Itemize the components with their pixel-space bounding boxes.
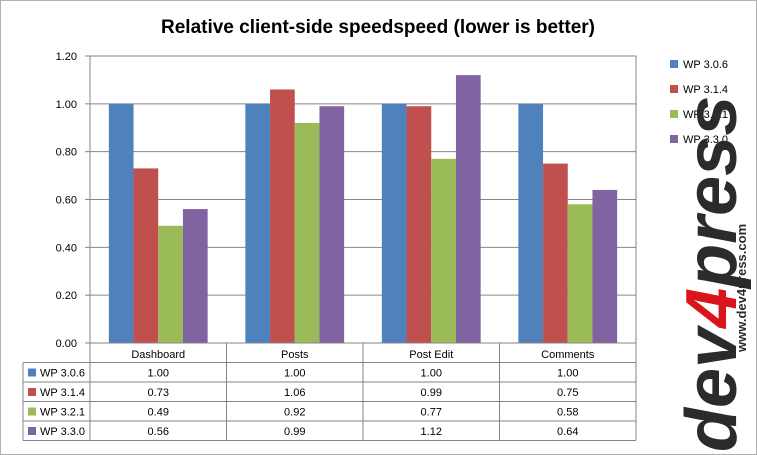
table-legend-key [28, 427, 36, 435]
category-label: Posts [281, 349, 309, 361]
bar [406, 106, 432, 343]
data-label: 0.64 [557, 426, 578, 438]
bar [455, 75, 481, 343]
bar [294, 122, 320, 343]
table-series-name: WP 3.2.1 [40, 407, 85, 419]
data-label: 1.06 [284, 387, 305, 399]
y-tick-label: 0.80 [56, 147, 77, 159]
bar [182, 209, 208, 343]
data-label: 1.00 [557, 368, 578, 380]
legend-key [670, 135, 678, 143]
data-label: 0.56 [148, 426, 169, 438]
legend-key [670, 60, 678, 68]
logo-text-dev: dev4press [672, 96, 752, 452]
table-series-name: WP 3.3.0 [40, 426, 85, 438]
bar [381, 103, 407, 343]
legend-label: WP 3.2.1 [683, 109, 728, 121]
bars [108, 75, 618, 343]
logo-url: www.dev4press.com [734, 224, 749, 353]
bar [158, 225, 183, 343]
y-tick-label: 0.20 [56, 290, 77, 302]
bar [543, 163, 568, 343]
table-series-name: WP 3.1.4 [40, 387, 85, 399]
category-label: Comments [541, 349, 595, 361]
data-label: 0.77 [421, 407, 442, 419]
data-label: 0.49 [148, 407, 169, 419]
legend-key [670, 85, 678, 93]
data-label: 1.00 [148, 368, 169, 380]
category-label: Dashboard [131, 349, 185, 361]
legend-key [670, 110, 678, 118]
legend-label: WP 3.3.0 [683, 134, 728, 146]
bar [270, 89, 295, 343]
table-legend-key [28, 368, 36, 377]
data-label: 0.75 [557, 387, 578, 399]
data-label: 0.92 [284, 407, 305, 419]
table-legend-key [28, 388, 36, 396]
data-label: 0.73 [148, 387, 169, 399]
bar [431, 158, 456, 343]
chart-title: Relative client-side speedspeed (lower i… [161, 17, 595, 38]
watermark-logo: dev4press www.dev4press.com [672, 96, 752, 452]
y-tick-label: 0.40 [56, 242, 77, 254]
legend-label: WP 3.0.6 [683, 59, 728, 71]
bar [567, 204, 593, 343]
legend-label: WP 3.1.4 [683, 84, 728, 96]
data-label: 1.12 [421, 426, 442, 438]
table-series-name: WP 3.0.6 [40, 368, 85, 380]
category-label: Post Edit [409, 349, 453, 361]
bar [319, 106, 345, 343]
data-table: Dashboard Posts Post Edit Comments WP 3.0.6 1… [22, 342, 637, 441]
legend: WP 3.0.6 WP 3.1.4 WP 3.2.1 WP 3.3.0 [670, 59, 728, 146]
y-tick-label: 1.00 [56, 99, 77, 111]
y-tick-label: 1.20 [56, 51, 77, 63]
data-label: 1.00 [421, 368, 442, 380]
bar [108, 103, 134, 343]
table-legend-key [28, 407, 36, 416]
data-label: 0.58 [557, 407, 578, 419]
data-label: 0.99 [284, 426, 305, 438]
bar [133, 168, 159, 343]
y-tick-label: 0.60 [56, 195, 77, 207]
bar [592, 189, 618, 343]
data-label: 1.00 [284, 368, 305, 380]
bar [518, 103, 544, 343]
data-label: 0.99 [421, 387, 442, 399]
bar [245, 103, 271, 343]
y-axis-ticks: 0.00 0.20 0.40 0.60 0.80 1.00 1.20 [56, 51, 77, 350]
y-tick-label: 0.00 [56, 338, 77, 350]
